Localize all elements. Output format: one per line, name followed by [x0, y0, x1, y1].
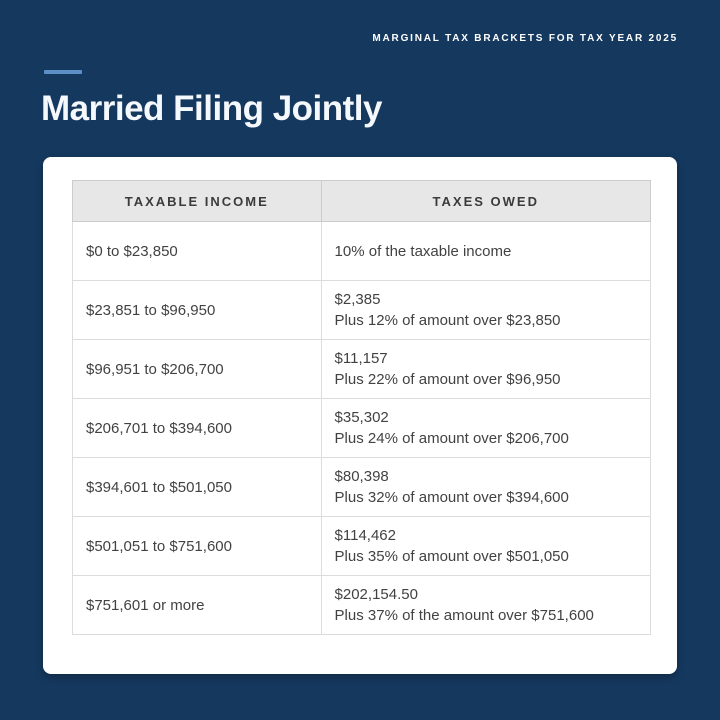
taxes-owed-cell: $2,385 Plus 12% of amount over $23,850 [320, 280, 652, 340]
table-row: $206,701 to $394,600 $35,302 Plus 24% of… [72, 398, 652, 458]
income-range-cell: $501,051 to $751,600 [72, 516, 322, 576]
taxes-owed-cell: $114,462 Plus 35% of amount over $501,05… [320, 516, 652, 576]
income-range-cell: $0 to $23,850 [72, 221, 322, 281]
table-row: $751,601 or more $202,154.50 Plus 37% of… [72, 575, 652, 635]
taxes-owed-cell: $11,157 Plus 22% of amount over $96,950 [320, 339, 652, 399]
taxes-owed-cell: $202,154.50 Plus 37% of the amount over … [320, 575, 652, 635]
table-row: $96,951 to $206,700 $11,157 Plus 22% of … [72, 339, 652, 399]
taxes-owed-cell: $35,302 Plus 24% of amount over $206,700 [320, 398, 652, 458]
table-card: TAXABLE INCOME TAXES OWED $0 to $23,850 … [43, 157, 677, 674]
income-range-cell: $394,601 to $501,050 [72, 457, 322, 517]
income-range-cell: $23,851 to $96,950 [72, 280, 322, 340]
column-header-taxable-income: TAXABLE INCOME [72, 180, 322, 222]
table-header-row: TAXABLE INCOME TAXES OWED [72, 180, 652, 222]
tax-bracket-table: TAXABLE INCOME TAXES OWED $0 to $23,850 … [72, 180, 652, 635]
table-row: $0 to $23,850 10% of the taxable income [72, 221, 652, 281]
taxes-owed-cell: 10% of the taxable income [320, 221, 652, 281]
income-range-cell: $206,701 to $394,600 [72, 398, 322, 458]
kicker-label: MARGINAL TAX BRACKETS FOR TAX YEAR 2025 [372, 33, 678, 44]
income-range-cell: $751,601 or more [72, 575, 322, 635]
income-range-cell: $96,951 to $206,700 [72, 339, 322, 399]
table-row: $394,601 to $501,050 $80,398 Plus 32% of… [72, 457, 652, 517]
accent-dash [44, 70, 82, 74]
column-header-taxes-owed: TAXES OWED [320, 180, 652, 222]
table-row: $23,851 to $96,950 $2,385 Plus 12% of am… [72, 280, 652, 340]
page-title: Married Filing Jointly [41, 89, 382, 128]
table-row: $501,051 to $751,600 $114,462 Plus 35% o… [72, 516, 652, 576]
tax-table-body: $0 to $23,850 10% of the taxable income … [72, 221, 652, 635]
taxes-owed-cell: $80,398 Plus 32% of amount over $394,600 [320, 457, 652, 517]
